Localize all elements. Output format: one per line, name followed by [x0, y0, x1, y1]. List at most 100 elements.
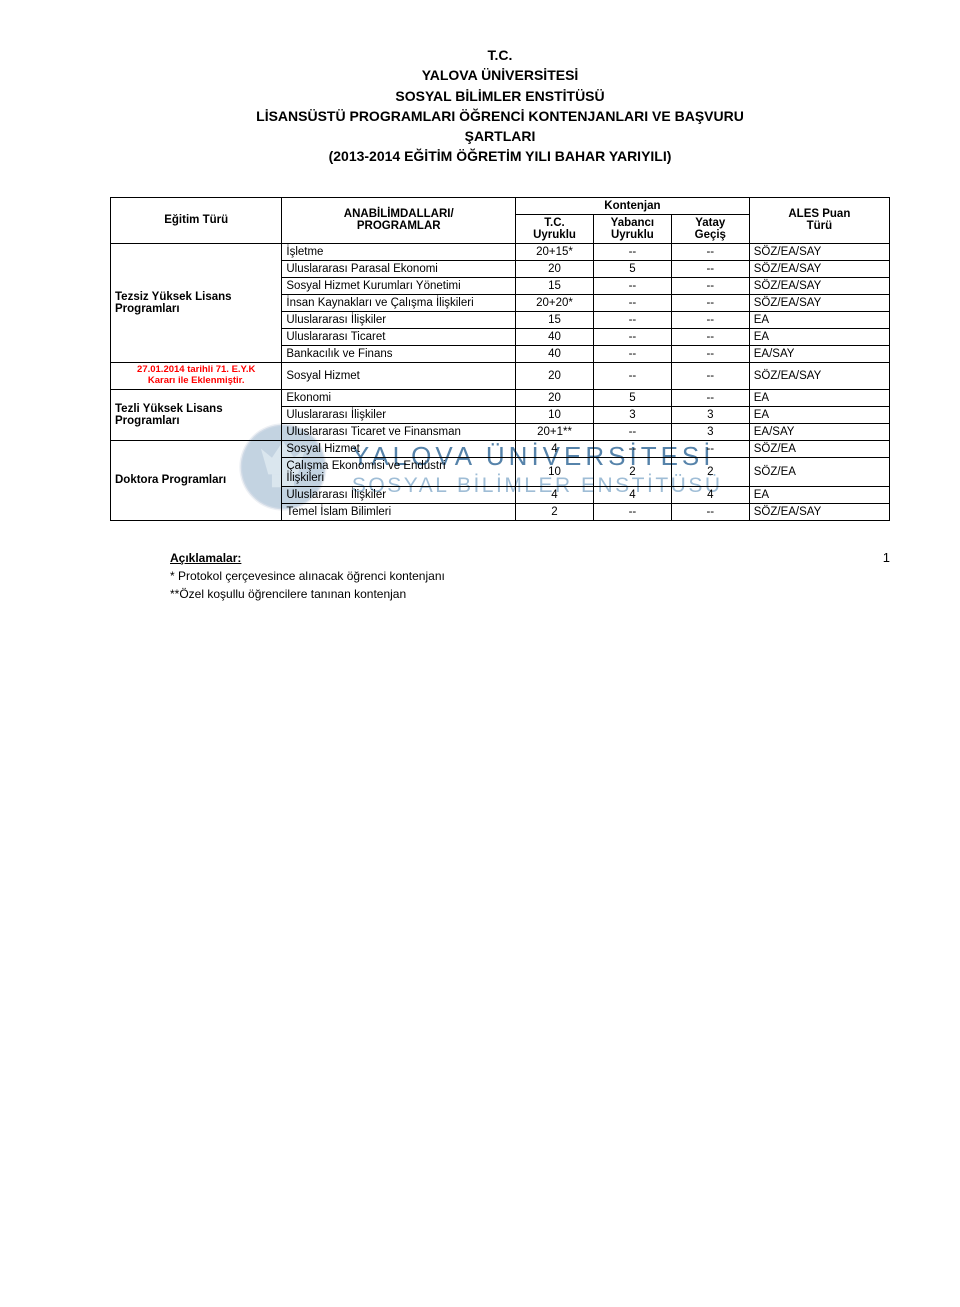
cell-yabanci: --	[593, 311, 671, 328]
explanations-title: Açıklamalar:	[170, 551, 241, 565]
cell-ales: EA	[749, 389, 889, 406]
cell-ales: SÖZ/EA/SAY	[749, 362, 889, 389]
header-line: SOSYAL BİLİMLER ENSTİTÜSÜ	[110, 86, 890, 106]
cell-yatay: --	[671, 294, 749, 311]
cell-program: Ekonomi	[282, 389, 516, 406]
cell-ales: EA/SAY	[749, 423, 889, 440]
cell-yabanci: --	[593, 243, 671, 260]
cell-yabanci: 3	[593, 406, 671, 423]
header-line: LİSANSÜSTÜ PROGRAMLARI ÖĞRENCİ KONTENJAN…	[110, 106, 890, 126]
cell-yabanci: --	[593, 503, 671, 520]
cell-tc: 20	[516, 260, 594, 277]
header-line: (2013-2014 EĞİTİM ÖĞRETİM YILI BAHAR YAR…	[110, 146, 890, 166]
cell-yabanci: 4	[593, 486, 671, 503]
cell-ales: EA	[749, 328, 889, 345]
cell-tc: 4	[516, 486, 594, 503]
th-kontenjan: Kontenjan	[516, 197, 750, 214]
th-tc-uyruklu: T.C.Uyruklu	[516, 214, 594, 243]
cell-tc: 20+20*	[516, 294, 594, 311]
group-label: Doktora Programları	[111, 440, 282, 520]
cell-program: İşletme	[282, 243, 516, 260]
cell-program: Sosyal Hizmet Kurumları Yönetimi	[282, 277, 516, 294]
cell-program: Çalışma Ekonomisi ve Endüstriİlişkileri	[282, 457, 516, 486]
cell-yabanci: --	[593, 277, 671, 294]
cell-yatay: --	[671, 440, 749, 457]
cell-yabanci: 5	[593, 389, 671, 406]
th-egitim-turu: Eğitim Türü	[111, 197, 282, 243]
explanation-line: * Protokol çerçevesince alınacak öğrenci…	[170, 569, 445, 583]
cell-yatay: --	[671, 362, 749, 389]
cell-program: İnsan Kaynakları ve Çalışma İlişkileri	[282, 294, 516, 311]
cell-yabanci: --	[593, 440, 671, 457]
group-label: Tezli Yüksek LisansProgramları	[111, 389, 282, 440]
cell-yabanci: --	[593, 294, 671, 311]
cell-yatay: --	[671, 243, 749, 260]
cell-yabanci: --	[593, 362, 671, 389]
cell-yatay: --	[671, 328, 749, 345]
cell-tc: 15	[516, 311, 594, 328]
header-line: T.C.	[110, 45, 890, 65]
cell-ales: SÖZ/EA/SAY	[749, 277, 889, 294]
page-number: 1	[883, 550, 890, 565]
cell-program: Uluslararası Ticaret ve Finansman	[282, 423, 516, 440]
cell-yabanci: --	[593, 328, 671, 345]
table-row: Doktora ProgramlarıSosyal Hizmet4----SÖZ…	[111, 440, 890, 457]
header-line: ŞARTLARI	[110, 126, 890, 146]
cell-ales: EA	[749, 406, 889, 423]
cell-ales: SÖZ/EA/SAY	[749, 294, 889, 311]
cell-ales: SÖZ/EA	[749, 457, 889, 486]
group-note: 27.01.2014 tarihli 71. E.Y.KKararı ile E…	[111, 362, 282, 389]
cell-program: Temel İslam Bilimleri	[282, 503, 516, 520]
cell-tc: 20+15*	[516, 243, 594, 260]
cell-program: Uluslararası Parasal Ekonomi	[282, 260, 516, 277]
cell-program: Uluslararası Ticaret	[282, 328, 516, 345]
cell-yatay: 4	[671, 486, 749, 503]
cell-tc: 20	[516, 389, 594, 406]
cell-yatay: --	[671, 345, 749, 362]
cell-yabanci: --	[593, 423, 671, 440]
cell-tc: 4	[516, 440, 594, 457]
cell-tc: 2	[516, 503, 594, 520]
table-row: Tezsiz Yüksek LisansProgramlarıİşletme20…	[111, 243, 890, 260]
cell-yabanci: 2	[593, 457, 671, 486]
cell-program: Uluslararası İlişkiler	[282, 406, 516, 423]
document-header: T.C. YALOVA ÜNİVERSİTESİ SOSYAL BİLİMLER…	[110, 45, 890, 167]
cell-yatay: --	[671, 503, 749, 520]
cell-yatay: --	[671, 277, 749, 294]
cell-program: Sosyal Hizmet	[282, 362, 516, 389]
cell-yabanci: --	[593, 345, 671, 362]
cell-yatay: --	[671, 260, 749, 277]
cell-yatay: 2	[671, 457, 749, 486]
cell-tc: 40	[516, 345, 594, 362]
cell-ales: SÖZ/EA/SAY	[749, 503, 889, 520]
cell-ales: SÖZ/EA/SAY	[749, 260, 889, 277]
explanations: Açıklamalar: * Protokol çerçevesince alı…	[170, 549, 890, 603]
cell-ales: EA	[749, 486, 889, 503]
th-yabanci: YabancıUyruklu	[593, 214, 671, 243]
cell-ales: EA/SAY	[749, 345, 889, 362]
group-label: Tezsiz Yüksek LisansProgramları	[111, 243, 282, 362]
cell-tc: 15	[516, 277, 594, 294]
cell-ales: SÖZ/EA/SAY	[749, 243, 889, 260]
cell-yatay: 3	[671, 406, 749, 423]
cell-yabanci: 5	[593, 260, 671, 277]
explanation-line: **Özel koşullu öğrencilere tanınan konte…	[170, 587, 406, 601]
table-row: Tezli Yüksek LisansProgramlarıEkonomi205…	[111, 389, 890, 406]
cell-program: Uluslararası İlişkiler	[282, 311, 516, 328]
cell-tc: 20+1**	[516, 423, 594, 440]
th-yatay: YatayGeçiş	[671, 214, 749, 243]
header-line: YALOVA ÜNİVERSİTESİ	[110, 65, 890, 85]
cell-tc: 20	[516, 362, 594, 389]
cell-yatay: 3	[671, 423, 749, 440]
th-ales: ALES PuanTürü	[749, 197, 889, 243]
cell-program: Sosyal Hizmet	[282, 440, 516, 457]
cell-ales: EA	[749, 311, 889, 328]
cell-ales: SÖZ/EA	[749, 440, 889, 457]
cell-tc: 40	[516, 328, 594, 345]
cell-yatay: --	[671, 311, 749, 328]
cell-tc: 10	[516, 457, 594, 486]
cell-program: Bankacılık ve Finans	[282, 345, 516, 362]
table-row: 27.01.2014 tarihli 71. E.Y.KKararı ile E…	[111, 362, 890, 389]
quota-table: Eğitim Türü ANABİLİMDALLARI/PROGRAMLAR K…	[110, 197, 890, 521]
cell-tc: 10	[516, 406, 594, 423]
